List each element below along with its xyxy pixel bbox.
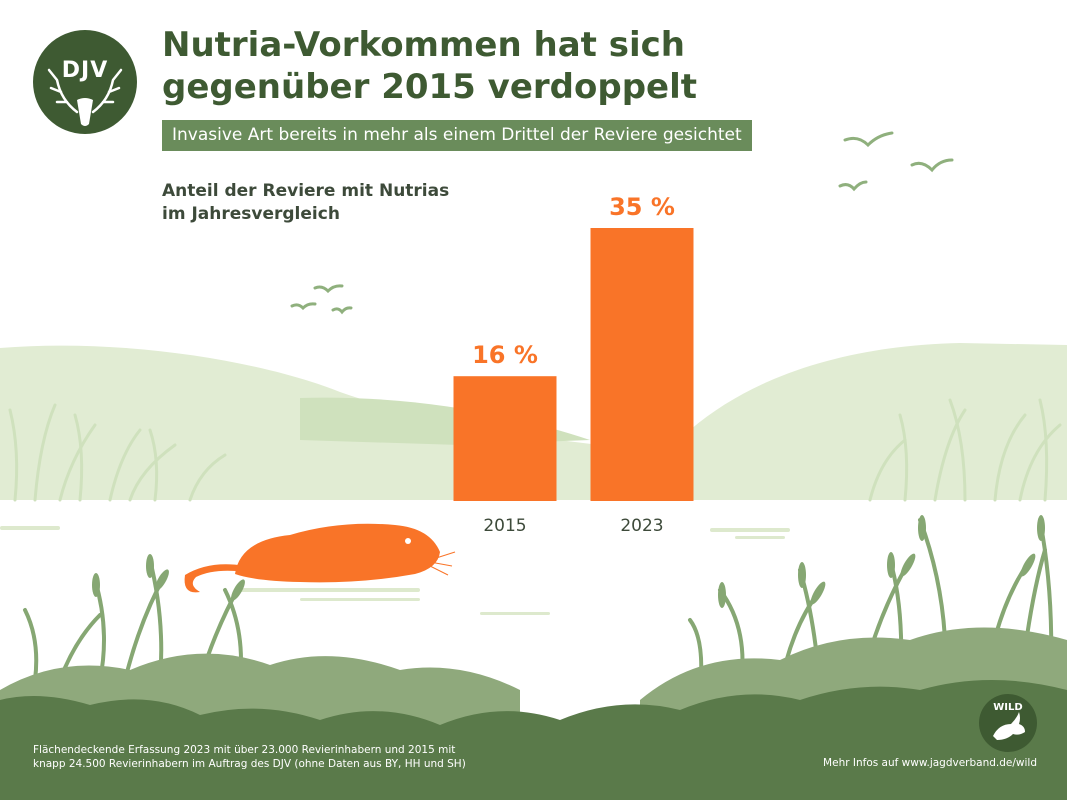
subtitle-banner: Invasive Art bereits in mehr als einem D… (162, 120, 752, 151)
footnote-line-1: Flächendeckende Erfassung 2023 mit über … (33, 744, 456, 756)
value-label-2023: 35 % (609, 193, 675, 221)
bar-2015 (453, 376, 557, 501)
wild-badge: WILD (979, 694, 1037, 752)
more-info-link[interactable]: Mehr Infos auf www.jagdverband.de/wild (823, 757, 1037, 769)
title-line-1: Nutria-Vorkommen hat sich (162, 25, 685, 65)
nutria-illustration (184, 523, 440, 593)
deer-antler-icon (47, 68, 123, 126)
badge-text: WILD (993, 702, 1023, 713)
footnote: Flächendeckende Erfassung 2023 mit über … (33, 743, 466, 771)
bar-2023 (590, 228, 694, 501)
bushes-dark (0, 680, 1067, 800)
chart-title: Anteil der Reviere mit Nutrias im Jahres… (162, 180, 449, 226)
hill-right (690, 343, 1067, 500)
value-label-2015: 16 % (472, 341, 538, 369)
hare-icon (993, 712, 1025, 740)
footnote-line-2: knapp 24.500 Revierinhabern im Auftrag d… (33, 758, 466, 770)
page-title: Nutria-Vorkommen hat sich gegenüber 2015… (162, 24, 722, 108)
logo-text: DJV (61, 58, 109, 83)
title-line-2: gegenüber 2015 verdoppelt (162, 67, 698, 107)
tick-label-2015: 2015 (483, 516, 526, 536)
tick-label-2023: 2023 (620, 516, 663, 536)
chart-title-line-2: im Jahresvergleich (162, 204, 340, 224)
reed-icon (92, 554, 245, 601)
chart-title-line-1: Anteil der Reviere mit Nutrias (162, 181, 450, 201)
nutria-whiskers (427, 551, 456, 576)
reeds-back-right (868, 398, 1062, 502)
reed-heads-right (718, 515, 1045, 608)
bird-icon (290, 131, 954, 315)
reeds-back-left (8, 403, 227, 502)
djv-logo: DJV (33, 30, 137, 134)
water-ripples (0, 526, 790, 615)
